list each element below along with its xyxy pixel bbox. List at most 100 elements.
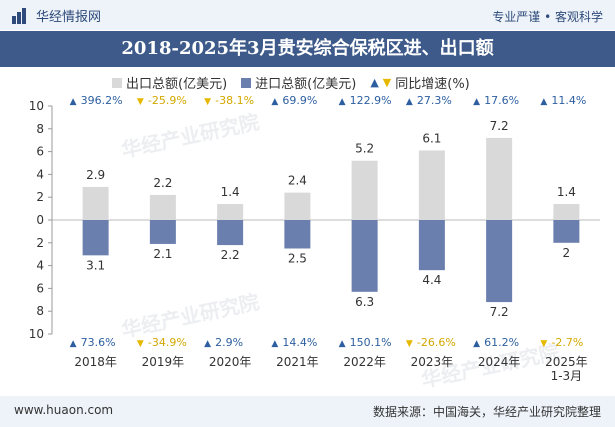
import-growth-up-icon: ▲	[204, 339, 211, 349]
y-tick-label: 8	[36, 122, 44, 136]
footer-site: www.huaon.com	[14, 403, 114, 417]
legend-import-label: 进口总额(亿美元)	[255, 77, 357, 92]
import-growth-label: 73.6%	[81, 336, 116, 349]
legend-down-triangle-icon: ▼	[382, 76, 392, 89]
export-value-label: 1.4	[221, 185, 240, 199]
export-bar	[149, 194, 176, 220]
export-value-label: 5.2	[355, 142, 374, 156]
legend-import: 进口总额(亿美元)	[241, 73, 356, 92]
import-value-label: 6.3	[355, 295, 374, 309]
logo: 华经情报网	[12, 6, 101, 25]
import-growth-up-icon: ▲	[70, 339, 77, 349]
import-growth-up-icon: ▲	[339, 339, 346, 349]
import-growth-up-icon: ▲	[473, 339, 480, 349]
export-value-label: 6.1	[422, 131, 441, 145]
export-growth-up-icon: ▲	[70, 97, 77, 107]
logo-text: 华经情报网	[36, 10, 102, 25]
export-bar	[284, 192, 311, 220]
import-bar	[82, 220, 109, 256]
x-category-label: 2023年	[411, 355, 454, 369]
export-value-label: 2.9	[86, 168, 105, 182]
footer-source: 数据来源：中国海关，华经产业研究院整理	[372, 405, 601, 419]
export-growth-label: 396.2%	[81, 94, 123, 107]
x-category-label: 2019年	[142, 355, 185, 369]
legend-growth: ▲ ▼ 同比增速(%)	[370, 73, 469, 92]
import-growth-up-icon: ▲	[271, 339, 278, 349]
export-value-label: 2.2	[153, 176, 172, 190]
export-value-label: 2.4	[288, 174, 307, 188]
export-growth-label: 69.9%	[282, 94, 317, 107]
y-tick-label: 6	[36, 281, 44, 295]
import-growth-label: -26.6%	[417, 336, 456, 349]
import-bar	[418, 220, 445, 271]
x-category-label: 2024年	[478, 355, 521, 369]
y-tick-label: 8	[36, 304, 44, 318]
export-growth-down-icon: ▼	[204, 97, 211, 107]
export-growth-up-icon: ▲	[339, 97, 346, 107]
import-growth-down-icon: ▼	[540, 339, 547, 349]
y-tick-label: 4	[36, 167, 44, 181]
import-bar	[149, 220, 176, 244]
y-tick-label: 2	[36, 190, 44, 204]
y-tick-label: 10	[29, 99, 44, 113]
y-tick-label: 0	[36, 213, 44, 227]
import-growth-label: 61.2%	[484, 336, 519, 349]
import-bar	[284, 220, 311, 249]
legend-growth-label: 同比增速(%)	[395, 77, 470, 92]
top-bar: 华经情报网 专业严谨 • 客观科学	[0, 0, 615, 30]
logo-icon	[12, 7, 30, 24]
export-growth-label: -25.9%	[148, 94, 187, 107]
import-bar	[217, 220, 244, 246]
import-value-label: 2.2	[221, 248, 240, 262]
export-bar	[82, 186, 109, 220]
import-growth-label: 2.9%	[215, 336, 243, 349]
export-growth-label: 17.6%	[484, 94, 519, 107]
x-category-label: 2020年	[209, 355, 252, 369]
legend-up-triangle-icon: ▲	[370, 76, 379, 89]
export-value-label: 7.2	[490, 119, 509, 133]
x-category-label: 2021年	[276, 355, 319, 369]
export-bar	[418, 150, 445, 220]
import-value-label: 2.5	[288, 252, 307, 266]
export-growth-up-icon: ▲	[271, 97, 278, 107]
import-growth-label: 14.4%	[282, 336, 317, 349]
footer: www.huaon.com 数据来源：中国海关，华经产业研究院整理	[0, 396, 615, 427]
import-value-label: 2	[563, 246, 571, 260]
export-growth-up-icon: ▲	[540, 97, 547, 107]
import-growth-label: -2.7%	[551, 336, 583, 349]
export-bar	[553, 204, 580, 220]
export-growth-label: 11.4%	[551, 94, 586, 107]
import-value-label: 7.2	[490, 305, 509, 319]
export-value-label: 1.4	[557, 185, 576, 199]
import-value-label: 3.1	[86, 258, 105, 272]
y-tick-label: 4	[36, 259, 44, 273]
import-growth-down-icon: ▼	[137, 339, 144, 349]
import-growth-label: -34.9%	[148, 336, 187, 349]
import-value-label: 4.4	[422, 273, 441, 287]
export-growth-down-icon: ▼	[137, 97, 144, 107]
legend-export: 出口总额(亿美元)	[112, 73, 227, 92]
import-growth-down-icon: ▼	[406, 339, 413, 349]
legend-export-label: 出口总额(亿美元)	[126, 77, 228, 92]
legend: 出口总额(亿美元) 进口总额(亿美元) ▲ ▼ 同比增速(%)	[112, 73, 470, 92]
x-category-label: 2025年	[545, 355, 588, 369]
chart-title: 2018-2025年3月贵安综合保税区进、出口额	[0, 31, 615, 67]
y-tick-label: 2	[36, 236, 44, 250]
import-growth-label: 150.1%	[350, 336, 392, 349]
slogan: 专业严谨 • 客观科学	[492, 10, 603, 24]
export-bar	[351, 160, 378, 220]
export-growth-up-icon: ▲	[406, 97, 413, 107]
x-category-label: 2022年	[343, 355, 386, 369]
legend-export-swatch	[112, 77, 122, 88]
y-tick-label: 6	[36, 145, 44, 159]
export-growth-label: 27.3%	[417, 94, 452, 107]
x-category-label: 1-3月	[551, 369, 583, 383]
import-value-label: 2.1	[153, 247, 172, 261]
import-bar	[486, 220, 513, 303]
export-bar	[486, 137, 513, 220]
export-growth-up-icon: ▲	[473, 97, 480, 107]
export-bar	[217, 204, 244, 220]
export-growth-label: -38.1%	[215, 94, 254, 107]
y-tick-label: 10	[29, 327, 44, 341]
x-category-label: 2018年	[74, 355, 117, 369]
